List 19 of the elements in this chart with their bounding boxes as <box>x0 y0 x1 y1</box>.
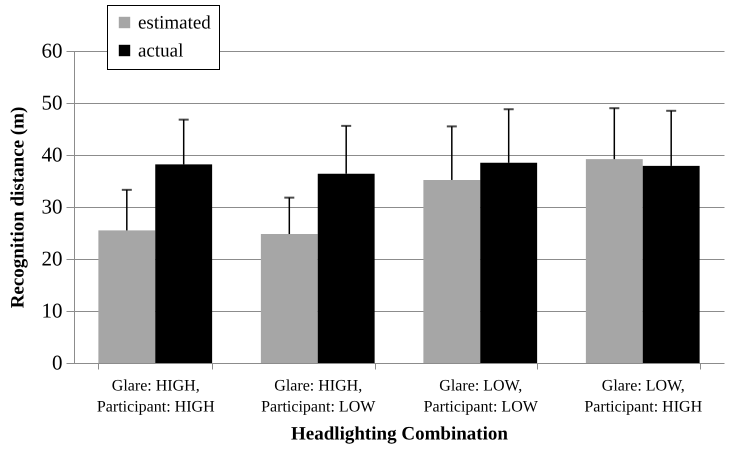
y-tick-label: 20 <box>42 246 62 270</box>
y-tick-label: 60 <box>42 38 62 62</box>
bar <box>98 230 156 363</box>
legend-label: estimated <box>138 12 212 34</box>
y-tick-label: 30 <box>42 194 62 218</box>
bar <box>423 180 480 363</box>
x-tick-label: Glare: HIGH, Participant: LOW <box>261 378 376 416</box>
y-tick-label: 50 <box>42 90 62 114</box>
y-tick-label: 10 <box>42 298 62 322</box>
y-tick-label: 0 <box>52 350 62 374</box>
x-tick-label: Glare: LOW, Participant: LOW <box>424 378 539 416</box>
y-axis-title: Recognition distance (m) <box>8 106 28 308</box>
bar <box>586 159 643 363</box>
x-tick-label: Glare: HIGH, Participant: HIGH <box>96 378 216 416</box>
bar <box>260 234 318 363</box>
y-tick-label: 40 <box>42 142 62 166</box>
legend-label: actual <box>138 40 184 62</box>
x-axis-title: Headlighting Combination <box>291 424 508 444</box>
x-tick-label: Glare: LOW, Participant: HIGH <box>584 378 703 416</box>
